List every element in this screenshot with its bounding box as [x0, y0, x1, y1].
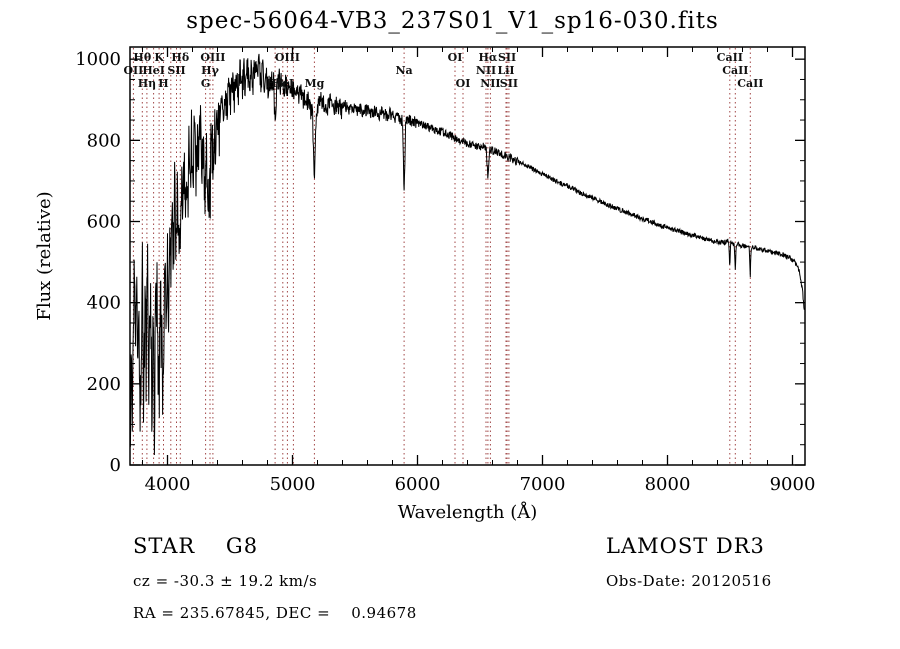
svg-text:0: 0	[110, 455, 121, 476]
svg-text:HeI: HeI	[142, 64, 165, 77]
svg-text:OI: OI	[448, 51, 463, 64]
spectrum-plot: OIIHθHηHeIKHSIIHδGHγOIIIHβHeIOIIIMgNaOIO…	[34, 46, 816, 523]
svg-text:OIII: OIII	[200, 51, 225, 64]
svg-text:Hδ: Hδ	[171, 51, 189, 64]
svg-text:4000: 4000	[145, 474, 191, 495]
ra-dec-label: RA = 235.67845, DEC = 0.94678	[133, 604, 417, 622]
svg-text:CaII: CaII	[722, 64, 748, 77]
svg-text:G: G	[201, 77, 210, 90]
svg-text:Mg: Mg	[304, 77, 324, 90]
svg-text:CaII: CaII	[717, 51, 743, 64]
svg-text:CaII: CaII	[737, 77, 763, 90]
svg-text:OIII: OIII	[275, 51, 300, 64]
svg-text:NII: NII	[480, 77, 500, 90]
svg-text:800: 800	[87, 130, 121, 151]
object-class-label: STAR G8	[133, 534, 259, 558]
survey-release-label: LAMOST DR3	[606, 534, 765, 558]
svg-text:SII: SII	[498, 51, 516, 64]
cz-velocity-label: cz = -30.3 ± 19.2 km/s	[133, 572, 318, 590]
svg-text:NII: NII	[476, 64, 496, 77]
svg-text:9000: 9000	[770, 474, 816, 495]
svg-text:Hα: Hα	[478, 51, 497, 64]
svg-text:1000: 1000	[75, 49, 121, 70]
svg-text:Flux (relative): Flux (relative)	[34, 191, 55, 320]
svg-text:Hγ: Hγ	[201, 64, 219, 77]
svg-text:SII: SII	[500, 77, 518, 90]
svg-text:H: H	[158, 77, 168, 90]
svg-text:6000: 6000	[395, 474, 441, 495]
svg-text:8000: 8000	[645, 474, 691, 495]
svg-text:SII: SII	[167, 64, 185, 77]
svg-text:600: 600	[87, 212, 121, 233]
svg-text:OI: OI	[456, 77, 471, 90]
svg-text:HeI: HeI	[272, 77, 295, 90]
obs-date-label: Obs-Date: 20120516	[606, 572, 772, 590]
svg-text:Wavelength (Å): Wavelength (Å)	[398, 501, 538, 523]
svg-text:200: 200	[87, 374, 121, 395]
svg-text:K: K	[154, 51, 164, 64]
svg-text:LiI: LiI	[497, 64, 514, 77]
svg-text:OII: OII	[123, 64, 143, 77]
svg-text:Na: Na	[396, 64, 413, 77]
svg-text:400: 400	[87, 293, 121, 314]
svg-text:Hβ: Hβ	[266, 77, 284, 90]
svg-text:7000: 7000	[520, 474, 566, 495]
svg-text:Hθ: Hθ	[133, 51, 151, 64]
svg-text:Hη: Hη	[138, 77, 156, 90]
plot-title: spec-56064-VB3_237S01_V1_sp16-030.fits	[186, 8, 719, 34]
svg-text:5000: 5000	[270, 474, 316, 495]
